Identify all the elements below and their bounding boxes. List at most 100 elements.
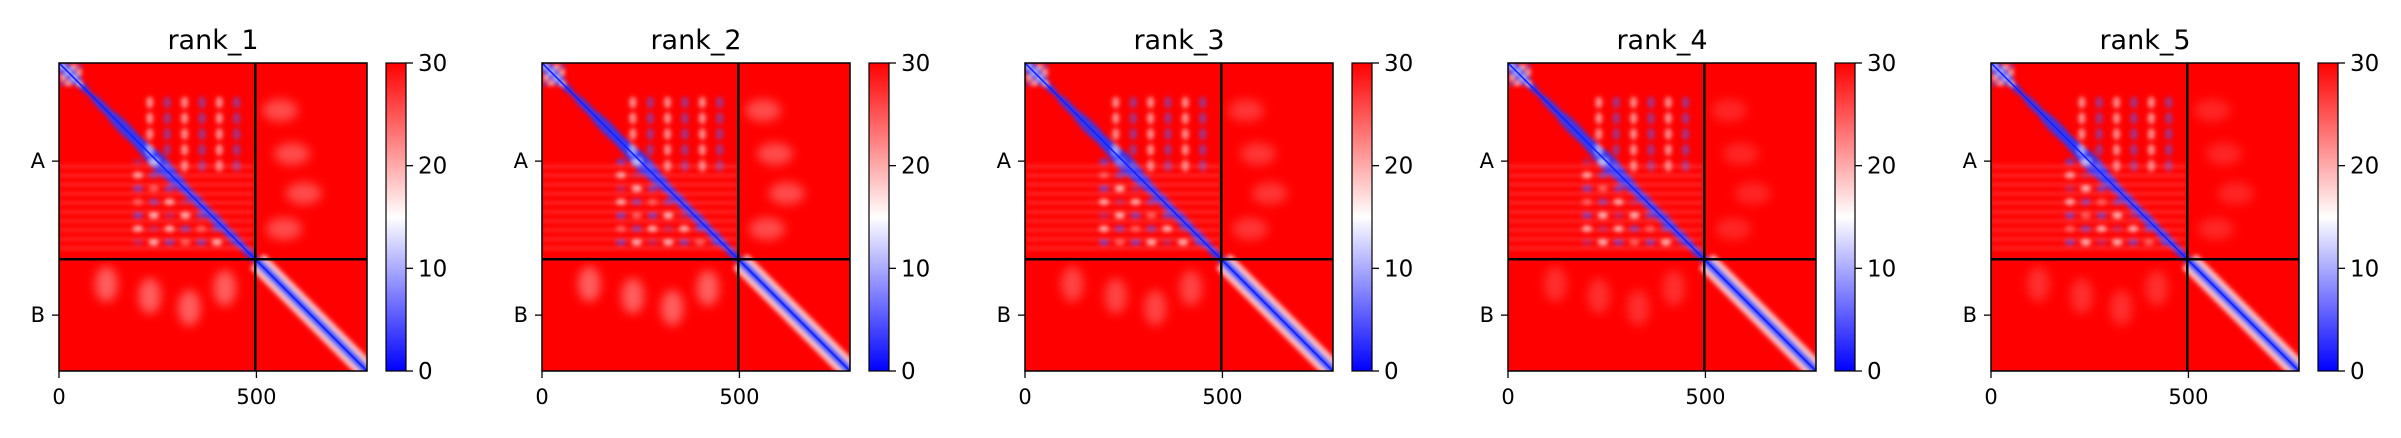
chain-a-row-texture <box>1025 247 1222 249</box>
chain-a-corner-mark <box>560 70 565 75</box>
chain-a-block-mark <box>1630 112 1638 125</box>
chain-a-block-mark <box>1645 239 1656 246</box>
chain-a-block-mark <box>196 212 207 219</box>
chain-a-block-mark <box>615 225 627 233</box>
x-tick-label: 0 <box>1501 385 1514 409</box>
chain-a-row-texture <box>542 192 739 195</box>
chain-a-block-mark <box>2113 96 2121 109</box>
chain-a-block-mark <box>215 143 223 156</box>
chain-a-corner-mark <box>60 70 65 75</box>
chain-a-block-mark <box>698 143 706 156</box>
chain-a-corner-mark <box>1043 75 1048 80</box>
chain-a-block-mark <box>2080 239 2091 246</box>
main-diagonal <box>1991 63 2299 371</box>
chain-a-block-mark <box>132 239 144 246</box>
cross-chain-mark <box>2218 182 2254 205</box>
heatmap-frame <box>1990 62 2300 372</box>
chain-a-block-mark <box>1162 212 1173 219</box>
chain-a-block-mark <box>1660 239 1672 246</box>
chain-a-block-mark <box>198 128 206 140</box>
chain-a-block-mark <box>215 96 223 109</box>
chain-a-corner-mark <box>554 70 559 75</box>
chain-a-corner-mark <box>1992 70 1997 75</box>
chain-a-row-texture <box>1991 174 2188 177</box>
chain-a-corner-mark <box>1992 75 1997 80</box>
chain-a-corner-mark <box>1037 64 1042 69</box>
chain-a-block-mark <box>1129 143 1137 156</box>
chain-a-corner-mark <box>2003 64 2008 69</box>
pae-panel-1: rank_1 0 500 A B 0 10 20 30 <box>31 25 448 409</box>
chain-a-corner-mark <box>554 81 559 86</box>
chain-a-block-mark <box>2147 128 2155 140</box>
chain-a-block-mark <box>2112 239 2123 246</box>
chain-a-row-texture <box>1991 247 2188 249</box>
chain-a-block-mark <box>181 143 189 156</box>
chain-a-block-mark <box>629 128 637 140</box>
chain-a-corner-mark <box>1032 75 1037 80</box>
main-diagonal <box>59 63 367 371</box>
cross-chain-mark <box>213 270 236 306</box>
chain-a-corner-mark <box>543 70 548 75</box>
chain-a-block-mark <box>647 225 658 233</box>
chain-a-block-mark <box>2113 143 2121 156</box>
chain-a-block-mark <box>227 239 238 246</box>
chain-a-block-mark <box>163 128 171 140</box>
chain-a-corner-mark <box>71 70 76 75</box>
chain-a-block-mark <box>694 225 706 233</box>
chain-a-block-mark <box>132 212 144 219</box>
colorbar-tick-label: 30 <box>418 51 447 77</box>
chain-a-block-mark <box>1629 225 1640 233</box>
chain-a-block-mark <box>2064 239 2076 246</box>
chain-a-block-mark <box>2078 128 2086 140</box>
x-tick-label: 0 <box>535 385 548 409</box>
heatmap-frame <box>58 62 368 372</box>
chain-a-block-mark <box>629 112 637 125</box>
cross-chain-mark <box>1179 270 1202 306</box>
chain-a-block-mark <box>663 225 674 233</box>
chain-a-block-mark <box>663 212 674 219</box>
chain-a-block-mark <box>698 128 706 140</box>
chain-a-corner-mark <box>71 81 76 86</box>
chain-a-block-mark <box>681 143 689 156</box>
chain-a-row-texture <box>1508 229 1705 231</box>
chain-a-block-mark <box>198 143 206 156</box>
cross-chain-mark <box>262 99 298 122</box>
chain-a-block-mark <box>716 96 724 109</box>
cross-chain-mark <box>757 142 793 165</box>
chain-a-row-texture <box>59 183 256 186</box>
colorbar <box>1835 63 1855 371</box>
chain-a-block-mark <box>2128 239 2139 246</box>
cross-chain-mark <box>2194 99 2230 122</box>
chain-a-block-mark <box>2112 225 2123 233</box>
cross-chain-mark <box>1715 217 1751 240</box>
chain-a-corner-mark <box>1515 75 1520 80</box>
colorbar-tick-label: 20 <box>2350 154 2379 180</box>
chain-a-corner-mark <box>1998 75 2003 80</box>
chain-a-corner-mark <box>560 64 565 69</box>
chain-a-block-mark <box>2095 96 2103 109</box>
cross-chain-mark <box>2145 270 2168 306</box>
chain-a-block-mark <box>1129 96 1137 109</box>
chain-a-block-mark <box>679 225 690 233</box>
cross-chain-mark <box>1711 99 1747 122</box>
chain-a-row-texture <box>542 211 739 213</box>
cross-chain-mark <box>1144 290 1167 326</box>
chain-a-block-mark <box>2112 212 2123 219</box>
chain-a-block-mark <box>1181 96 1189 109</box>
chain-a-block-mark <box>1181 112 1189 125</box>
colorbar <box>2318 63 2338 371</box>
chain-a-block-mark <box>2078 112 2086 125</box>
chain-a-block-mark <box>2147 143 2155 156</box>
chain-a-block-mark <box>164 185 175 192</box>
chain-a-row-texture <box>1508 174 1705 177</box>
chain-a-block-mark <box>163 143 171 156</box>
chain-a-block-mark <box>1647 112 1655 125</box>
chain-a-block-mark <box>646 96 654 109</box>
chain-a-block-mark <box>215 112 223 125</box>
chain-a-corner-mark <box>554 64 559 69</box>
panel-title: rank_5 <box>2099 25 2190 56</box>
chain-a-corner-mark <box>1992 81 1997 86</box>
chain-a-row-texture <box>1991 229 2188 231</box>
chain-a-block-mark <box>1130 212 1141 219</box>
chain-a-block-mark <box>2095 128 2103 140</box>
